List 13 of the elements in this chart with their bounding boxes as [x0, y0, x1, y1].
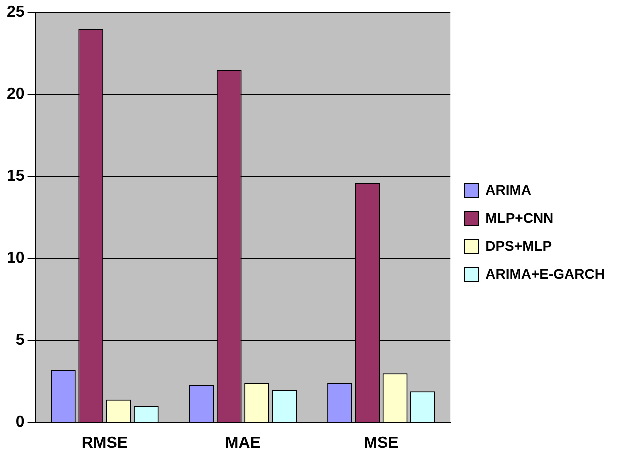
y-tick-label: 10: [7, 250, 25, 268]
y-tick-label: 15: [7, 168, 25, 186]
legend-label: ARIMA+E-GARCH: [486, 266, 605, 282]
legend-label: MLP+CNN: [486, 210, 554, 226]
x-tick-label: RMSE: [82, 434, 128, 452]
legend-label: ARIMA: [486, 182, 532, 198]
y-tick-label: 20: [7, 86, 25, 104]
y-tick-label: 5: [16, 332, 25, 350]
y-tick-label: 0: [16, 414, 25, 432]
x-tick-label: MAE: [225, 434, 262, 452]
y-tick-label: 25: [7, 4, 25, 22]
x-tick-label: MSE: [364, 434, 400, 452]
legend-label: DPS+MLP: [486, 238, 552, 254]
